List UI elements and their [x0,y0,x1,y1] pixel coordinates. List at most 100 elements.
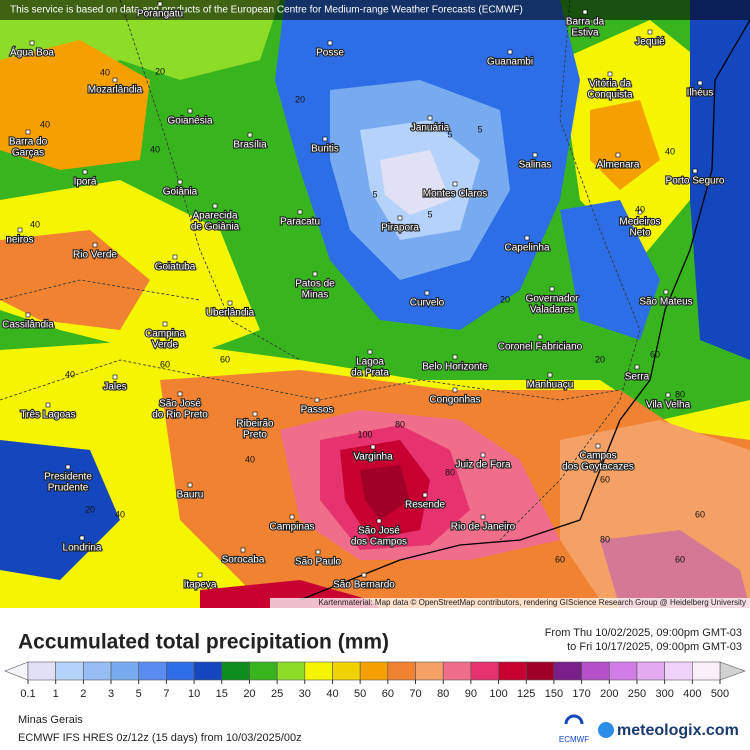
city-marker [25,312,31,318]
legend-label: 10 [188,688,200,700]
contour-label: 60 [675,554,685,564]
city-label: Londrina [63,543,102,554]
city-label: Governador [526,294,579,305]
contour-label: 80 [600,534,610,544]
city-marker [327,40,333,46]
legend-label: 150 [545,688,563,700]
legend-label: 90 [465,688,477,700]
city-label: do Rio Preto [152,410,208,421]
city-label: Pirapora [381,223,419,234]
city-label: de Goiânia [191,222,240,233]
city-label: Valadares [530,305,574,316]
legend-label: 7 [163,688,169,700]
legend-swatch [249,661,278,681]
legend-label: 20 [243,688,255,700]
banner: This service is based on data and produc… [10,5,523,16]
model: ECMWF IFS HRES 0z/12z (15 days) from 10/… [18,732,302,744]
contour-label: 100 [357,429,372,439]
city-label: Porangatu [137,9,183,20]
city-label: Curvelo [410,298,445,309]
city-label: Rio de Janeiro [451,522,516,533]
city-marker [289,514,295,520]
legend-label: 0.1 [20,688,35,700]
city-label: Ilhéus [687,88,714,99]
city-marker [82,169,88,175]
legend-swatch [193,661,223,681]
legend-end-low [4,661,29,681]
contour-label: 40 [665,146,675,156]
legend-label: 15 [216,688,228,700]
city-marker [480,452,486,458]
city-marker [397,215,403,221]
city-label: Água Boa [10,46,54,59]
city-marker [162,321,168,327]
attribution: Kartenmaterial: Map data © OpenStreetMap… [318,598,746,607]
city-label: Neto [629,228,651,239]
city-label: Minas [302,290,329,301]
city-label: Rio Verde [73,250,117,261]
city-label: Patos de [295,279,335,290]
legend-label: 300 [655,688,673,700]
city-label: Passos [301,405,334,416]
city-marker [17,227,23,233]
city-marker [665,392,671,398]
city-marker [25,129,31,135]
city-marker [157,1,163,7]
city-marker [427,115,433,121]
legend-swatch [608,661,638,681]
city-label: Resende [405,500,445,511]
city-label: Belo Horizonte [422,362,488,373]
legend-label: 30 [299,688,311,700]
city-label: Manhuaçu [527,380,574,391]
city-marker [197,572,203,578]
city-label: Salinas [519,160,552,171]
legend-swatch [636,661,665,681]
city-label: da Prata [351,368,389,379]
legend-label: 250 [628,688,646,700]
city-label: Januária [411,123,450,134]
legend-swatch [359,661,389,681]
contour-label: 20 [595,354,605,364]
city-marker [29,40,35,46]
city-marker [240,547,246,553]
city-marker [92,242,98,248]
site-label[interactable]: meteologix.com [617,722,739,739]
city-label: Campina [145,329,185,340]
city-label: São José [159,399,201,410]
contour-label: 80 [675,389,685,399]
contour-label: 40 [40,119,50,129]
legend-label: 400 [683,688,701,700]
city-label: Goiânia [163,187,198,198]
city-label: São José [358,526,400,537]
city-label: Coronel Fabriciano [498,342,583,353]
contour-label: 60 [220,354,230,364]
contour-label: 80 [395,419,405,429]
city-label: Campos [579,451,616,462]
city-label: Vitória da [589,79,632,90]
city-label: São Paulo [295,557,342,568]
city-marker [452,387,458,393]
city-label: Presidente [44,472,92,483]
color-legend: 0.1 1 2 3 5 7 10 15 20 25 30 40 50 60 70 80 90 100 125 150 1… [4,661,746,700]
meteologix-logo[interactable]: meteologix.com [598,722,739,739]
city-marker [480,514,486,520]
legend-label: 500 [711,688,729,700]
city-marker [177,179,183,185]
legend-label: 80 [437,688,449,700]
city-label: Posse [316,48,344,59]
city-label: Campinas [269,522,314,533]
contour-label: 60 [600,474,610,484]
contour-label: 5 [372,189,377,199]
city-label: Porto Seguro [666,176,725,187]
ecmwf-label: ECMWF [559,735,589,744]
city-marker [452,181,458,187]
contour-label: 20 [295,94,305,104]
city-marker [177,391,183,397]
city-label: Aparecida [192,211,237,222]
city-marker [692,168,698,174]
legend-swatch [110,661,140,681]
legend-label: 3 [108,688,114,700]
city-marker [370,444,376,450]
legend-swatch [83,661,112,681]
city-label: Montes Claros [423,189,487,200]
